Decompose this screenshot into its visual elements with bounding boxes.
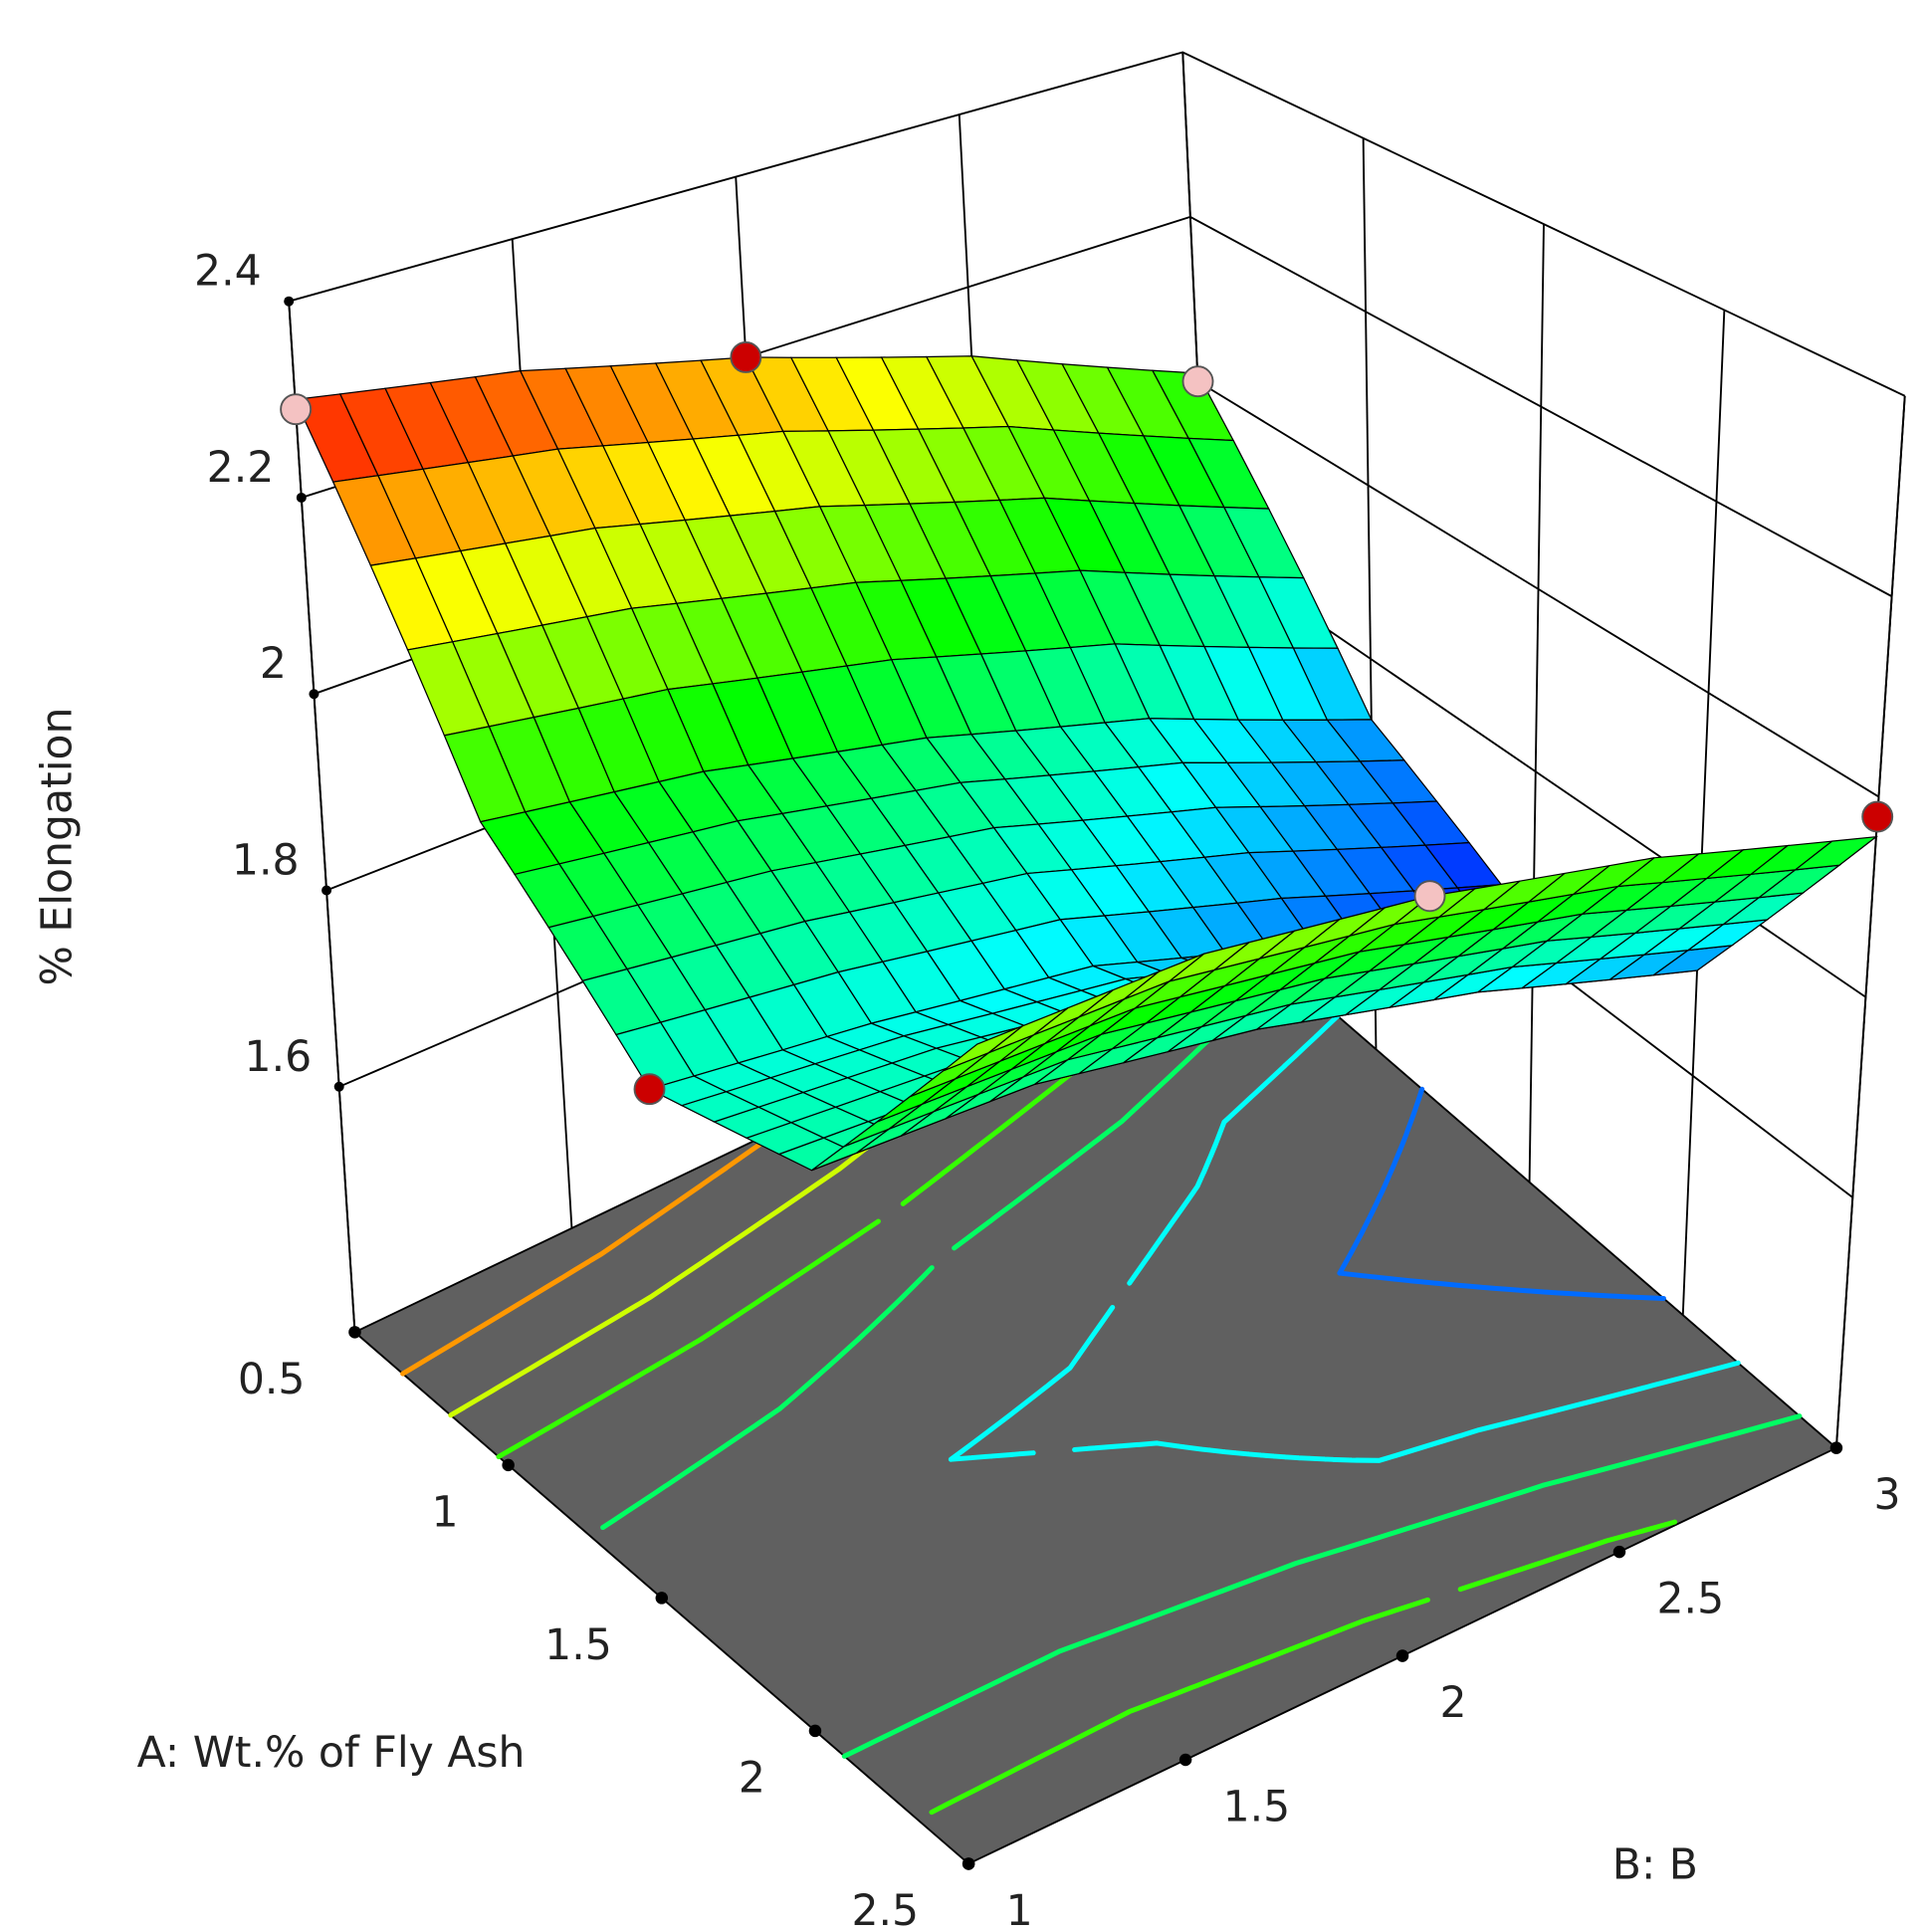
y-tick-label: 1 xyxy=(1006,1887,1033,1932)
z-tick-label: 1.6 xyxy=(245,1033,313,1082)
surface-cell xyxy=(943,1025,1023,1072)
box-edge xyxy=(288,301,356,1333)
y-tick xyxy=(1178,1753,1192,1767)
plot: % Elongation A: Wt.% of Fly Ash B: B 1.6… xyxy=(34,51,1906,1932)
grid-line xyxy=(1681,310,1726,1316)
z-tick-label: 1.8 xyxy=(232,836,300,885)
z-tick-label: 2.4 xyxy=(194,248,262,297)
grid-line xyxy=(288,51,1906,397)
x-tick xyxy=(655,1592,669,1605)
grid-line xyxy=(1528,224,1545,1182)
z-tick-label: 2 xyxy=(260,640,287,689)
x-axis-label: A: Wt.% of Fly Ash xyxy=(137,1729,526,1778)
design-point xyxy=(633,1073,666,1106)
y-tick xyxy=(1395,1649,1409,1662)
y-tick-label: 1.5 xyxy=(1223,1784,1291,1832)
design-point xyxy=(730,340,762,373)
x-tick-label: 1 xyxy=(432,1488,459,1537)
y-tick-label: 2 xyxy=(1440,1679,1467,1728)
x-tick-label: 0.5 xyxy=(238,1356,306,1404)
x-tick-label: 2.5 xyxy=(851,1887,919,1932)
y-axis-label: B: B xyxy=(1612,1841,1698,1890)
box-edge xyxy=(1834,395,1906,1448)
y-tick xyxy=(1829,1441,1843,1454)
y-tick-label: 2.5 xyxy=(1657,1576,1725,1624)
design-point xyxy=(1861,800,1894,833)
design-point xyxy=(1181,365,1214,398)
contour-line xyxy=(1337,1086,1666,1301)
z-tick-label: 2.2 xyxy=(207,444,275,493)
design-point xyxy=(1413,880,1446,913)
y-tick xyxy=(1612,1545,1626,1559)
x-tick-label: 2 xyxy=(739,1754,765,1803)
contour-line xyxy=(948,1013,1741,1463)
x-tick-label: 1.5 xyxy=(544,1621,612,1670)
design-point xyxy=(280,393,313,426)
y-tick xyxy=(962,1857,975,1870)
contour-line xyxy=(400,1130,779,1377)
x-tick xyxy=(502,1458,515,1472)
x-tick xyxy=(808,1724,822,1738)
z-axis-label: % Elongation xyxy=(34,708,83,986)
y-tick-label: 3 xyxy=(1873,1471,1900,1520)
